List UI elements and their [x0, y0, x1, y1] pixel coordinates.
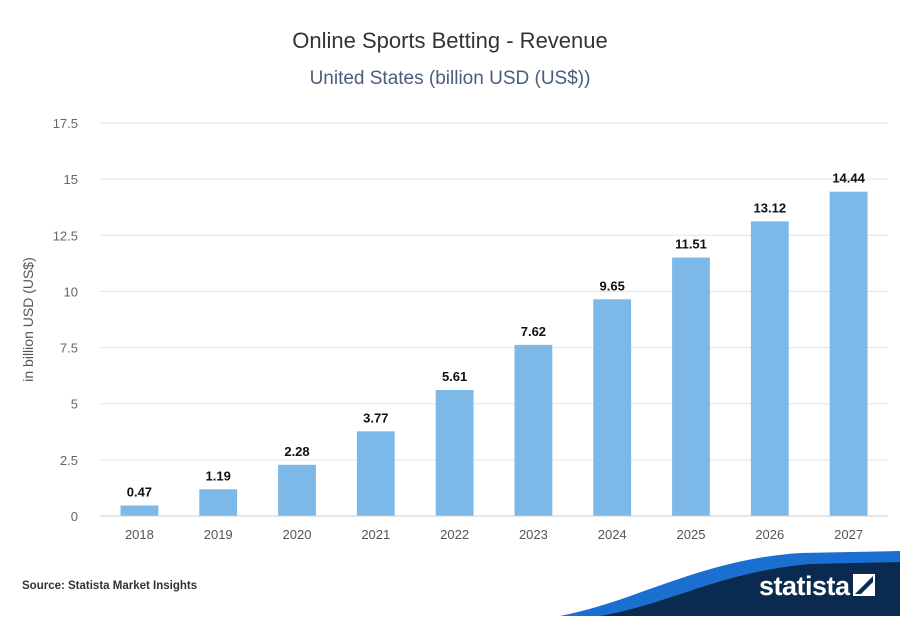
- bar: [593, 299, 632, 516]
- x-tick-label: 2020: [283, 527, 312, 542]
- y-axis-label: in billion USD (US$): [20, 257, 36, 381]
- x-tick-label: 2021: [361, 527, 390, 542]
- x-tick-label: 2027: [834, 527, 863, 542]
- chart-subtitle: United States (billion USD (US$)): [309, 68, 591, 89]
- y-tick-label: 7.5: [60, 341, 78, 356]
- bar: [278, 464, 316, 516]
- bar-value-label: 3.77: [363, 410, 388, 425]
- x-tick-label: 2023: [519, 527, 548, 542]
- bar: [672, 257, 710, 516]
- y-tick-label: 10: [64, 284, 78, 299]
- bar: [514, 344, 553, 516]
- x-tick-label: 2019: [204, 527, 233, 542]
- brand-swoosh-accent: [560, 551, 900, 616]
- data-labels: 0.47 1.19 2.28 3.77 5.61 7.62 9.65 11.51 13.12 14…: [127, 171, 866, 500]
- y-axis-ticks: 0 2.5 5 7.5 10 12.5 15 17.5: [53, 116, 78, 524]
- bar-chart: 0 2.5 5 7.5 10 12.5 15 17.5 0.47 1.19 2.28 3.77 5.6…: [20, 116, 888, 542]
- x-tick-label: 2024: [598, 527, 627, 542]
- y-tick-label: 17.5: [53, 116, 78, 131]
- bar-value-label: 9.65: [600, 278, 625, 293]
- bar-value-label: 2.28: [284, 444, 309, 459]
- bar: [435, 390, 474, 516]
- bar: [120, 505, 159, 516]
- y-tick-label: 2.5: [60, 453, 78, 468]
- bar: [356, 431, 395, 516]
- bar: [829, 191, 868, 516]
- y-tick-label: 0: [71, 509, 78, 524]
- bar-value-label: 1.19: [206, 468, 231, 483]
- bar-value-label: 14.44: [832, 171, 865, 186]
- brand-logo-text: statista: [759, 571, 850, 601]
- source-note: Source: Statista Market Insights: [22, 580, 198, 592]
- bars: [120, 191, 868, 516]
- bar-value-label: 11.51: [675, 237, 707, 252]
- x-axis-ticks: 2018 2019 2020 2021 2022 2023 2024 2025 2026 2027: [125, 527, 863, 542]
- y-tick-label: 12.5: [53, 228, 78, 243]
- y-tick-label: 15: [64, 172, 78, 187]
- chart-title: Online Sports Betting - Revenue: [292, 28, 608, 53]
- x-tick-label: 2025: [677, 527, 706, 542]
- x-tick-label: 2018: [125, 527, 154, 542]
- bar-value-label: 5.61: [442, 369, 467, 384]
- bar-value-label: 7.62: [521, 324, 546, 339]
- x-tick-label: 2022: [440, 527, 469, 542]
- y-tick-label: 5: [71, 397, 78, 412]
- bar-value-label: 0.47: [127, 484, 152, 499]
- x-tick-label: 2026: [755, 527, 784, 542]
- brand-swoosh-main: [600, 562, 900, 616]
- bar: [750, 221, 789, 516]
- statista-logo-icon: [853, 574, 875, 596]
- bar-value-label: 13.12: [754, 200, 787, 215]
- bar: [199, 489, 238, 516]
